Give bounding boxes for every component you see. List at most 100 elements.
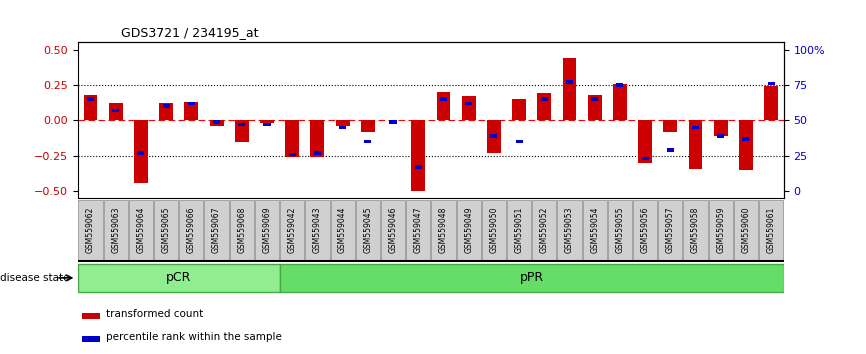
FancyBboxPatch shape bbox=[633, 200, 657, 261]
Text: transformed count: transformed count bbox=[106, 309, 204, 319]
FancyBboxPatch shape bbox=[79, 200, 103, 261]
Bar bbox=[440, 97, 447, 101]
Text: GSM559056: GSM559056 bbox=[641, 207, 650, 253]
Text: GSM559055: GSM559055 bbox=[616, 207, 624, 253]
Bar bbox=[82, 313, 100, 319]
Bar bbox=[109, 103, 123, 120]
Text: GSM559068: GSM559068 bbox=[237, 207, 246, 253]
Text: GSM559066: GSM559066 bbox=[187, 207, 196, 253]
Bar bbox=[588, 95, 602, 120]
Bar bbox=[490, 134, 497, 138]
Bar bbox=[390, 120, 397, 124]
FancyBboxPatch shape bbox=[759, 200, 783, 261]
Text: GSM559047: GSM559047 bbox=[414, 207, 423, 253]
Bar bbox=[213, 120, 220, 124]
FancyBboxPatch shape bbox=[381, 200, 405, 261]
Bar bbox=[313, 151, 321, 155]
Text: GSM559049: GSM559049 bbox=[464, 207, 473, 253]
Bar bbox=[138, 151, 145, 155]
Bar bbox=[764, 86, 778, 120]
Bar bbox=[411, 120, 425, 191]
FancyBboxPatch shape bbox=[533, 200, 556, 261]
Bar bbox=[260, 120, 274, 123]
FancyBboxPatch shape bbox=[583, 200, 607, 261]
Bar bbox=[563, 58, 577, 120]
Text: GDS3721 / 234195_at: GDS3721 / 234195_at bbox=[121, 26, 259, 39]
Bar bbox=[566, 80, 573, 84]
FancyBboxPatch shape bbox=[78, 263, 280, 292]
FancyBboxPatch shape bbox=[229, 200, 254, 261]
FancyBboxPatch shape bbox=[104, 200, 128, 261]
Text: pCR: pCR bbox=[166, 271, 191, 284]
Text: GSM559050: GSM559050 bbox=[489, 207, 498, 253]
Bar bbox=[591, 97, 598, 101]
Text: GSM559054: GSM559054 bbox=[591, 207, 599, 253]
Text: GSM559048: GSM559048 bbox=[439, 207, 448, 253]
Bar bbox=[84, 95, 98, 120]
Bar bbox=[540, 97, 548, 101]
Bar bbox=[210, 120, 223, 126]
Text: GSM559043: GSM559043 bbox=[313, 207, 322, 253]
Bar bbox=[515, 140, 522, 143]
FancyBboxPatch shape bbox=[558, 200, 582, 261]
FancyBboxPatch shape bbox=[280, 263, 784, 292]
Bar bbox=[688, 120, 702, 169]
Bar bbox=[714, 120, 727, 136]
Bar bbox=[311, 120, 325, 157]
Bar bbox=[537, 93, 551, 120]
Bar bbox=[339, 126, 346, 129]
FancyBboxPatch shape bbox=[179, 200, 204, 261]
FancyBboxPatch shape bbox=[129, 200, 153, 261]
Bar bbox=[742, 137, 749, 141]
Text: GSM559053: GSM559053 bbox=[565, 207, 574, 253]
Bar bbox=[188, 102, 195, 105]
Text: GSM559058: GSM559058 bbox=[691, 207, 700, 253]
Bar bbox=[113, 109, 120, 112]
Bar bbox=[663, 120, 677, 132]
Text: GSM559065: GSM559065 bbox=[162, 207, 171, 253]
Bar bbox=[336, 120, 350, 126]
Text: GSM559042: GSM559042 bbox=[288, 207, 297, 253]
Bar bbox=[288, 153, 295, 156]
Bar bbox=[415, 165, 422, 169]
Bar bbox=[692, 126, 699, 129]
Text: GSM559062: GSM559062 bbox=[86, 207, 95, 253]
Bar bbox=[638, 120, 652, 163]
FancyBboxPatch shape bbox=[431, 200, 456, 261]
FancyBboxPatch shape bbox=[734, 200, 758, 261]
Bar bbox=[667, 148, 674, 152]
Bar bbox=[462, 96, 475, 120]
FancyBboxPatch shape bbox=[507, 200, 531, 261]
FancyBboxPatch shape bbox=[154, 200, 178, 261]
Bar bbox=[465, 102, 472, 105]
FancyBboxPatch shape bbox=[255, 200, 279, 261]
Text: GSM559063: GSM559063 bbox=[111, 207, 120, 253]
Text: pPR: pPR bbox=[520, 271, 544, 284]
Bar bbox=[134, 120, 148, 183]
Text: GSM559057: GSM559057 bbox=[666, 207, 675, 253]
FancyBboxPatch shape bbox=[658, 200, 682, 261]
Bar bbox=[739, 120, 753, 170]
FancyBboxPatch shape bbox=[481, 200, 506, 261]
FancyBboxPatch shape bbox=[306, 200, 329, 261]
Text: GSM559060: GSM559060 bbox=[741, 207, 751, 253]
Bar bbox=[361, 120, 375, 132]
Bar bbox=[717, 134, 724, 138]
Text: GSM559044: GSM559044 bbox=[338, 207, 347, 253]
Text: GSM559067: GSM559067 bbox=[212, 207, 221, 253]
FancyBboxPatch shape bbox=[708, 200, 733, 261]
Text: GSM559051: GSM559051 bbox=[514, 207, 524, 253]
Bar bbox=[87, 97, 94, 101]
Bar bbox=[365, 140, 372, 143]
FancyBboxPatch shape bbox=[356, 200, 380, 261]
Bar bbox=[613, 84, 627, 120]
FancyBboxPatch shape bbox=[456, 200, 481, 261]
Text: GSM559045: GSM559045 bbox=[364, 207, 372, 253]
Text: disease state: disease state bbox=[0, 273, 69, 283]
FancyBboxPatch shape bbox=[331, 200, 355, 261]
Text: GSM559046: GSM559046 bbox=[389, 207, 397, 253]
FancyBboxPatch shape bbox=[608, 200, 632, 261]
Bar bbox=[767, 82, 775, 85]
FancyBboxPatch shape bbox=[204, 200, 229, 261]
Bar bbox=[487, 120, 501, 153]
